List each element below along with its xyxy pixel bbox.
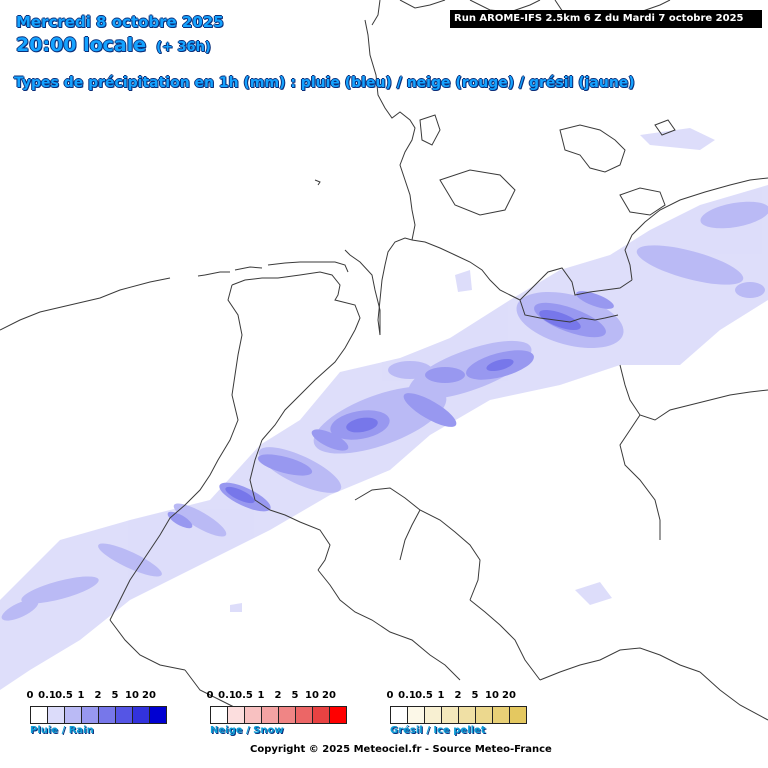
legend-rain-ticks: 0 0.1 0.5 1 2 5 10 20 [26,690,166,704]
legend-rain-tick: 10 [125,690,139,701]
legend-snow-tick: 2 [274,690,282,701]
legend-rain: 0 0.1 0.5 1 2 5 10 20 Pluie / Rain [26,690,167,736]
legend-ice-tick: 0.1 [398,690,416,701]
legend-rain-tick: 0.5 [55,690,73,701]
legend-snow-tick: 0.5 [235,690,253,701]
forecast-time-line: 20:00 locale (+ 36h) [16,34,211,56]
legend-rain-label: Pluie / Rain [30,725,94,736]
legend-ice-tick: 10 [485,690,499,701]
legend-snow-tick: 10 [305,690,319,701]
precipitation-layer [0,128,768,690]
legend-ice-swatch [509,706,527,724]
legend-ice-swatch [458,706,476,724]
legend-ice-tick: 5 [471,690,479,701]
legend-snow-label: Neige / Snow [210,725,284,736]
legend-ice-swatch [390,706,408,724]
legend-rain-scale [30,706,167,724]
coastlines-and-borders [0,0,768,721]
legend-rain-tick: 5 [111,690,119,701]
legend-snow-swatch [244,706,262,724]
legend-snow-tick: 0 [206,690,214,701]
legend-snow: 0 0.1 0.5 1 2 5 10 20 Neige / Snow [206,690,347,736]
legend-ice-swatch [492,706,510,724]
legend-rain-tick: 0.1 [38,690,56,701]
forecast-date: Mercredi 8 octobre 2025 [16,13,224,31]
legend-rain-tick: 2 [94,690,102,701]
map-subtitle: Types de précipitation en 1h (mm) : plui… [14,75,635,91]
legend-ice-swatch [424,706,442,724]
forecast-time: 20:00 locale [16,34,147,56]
legend-ice-ticks: 0 0.1 0.5 1 2 5 10 20 [386,690,526,704]
legend-rain-swatch [30,706,48,724]
islands [197,179,321,277]
legend-ice-swatch [475,706,493,724]
legend-ice-tick: 2 [454,690,462,701]
legend-rain-swatch [64,706,82,724]
legend-snow-swatch [295,706,313,724]
legend-ice-swatch [441,706,459,724]
legend-rain-swatch [98,706,116,724]
legend-snow-swatch [278,706,296,724]
legend-ice-tick: 20 [502,690,516,701]
legend-ice-tick: 0 [386,690,394,701]
legend-rain-swatch [149,706,167,724]
legend-snow-tick: 5 [291,690,299,701]
legend-snow-swatch [329,706,347,724]
legend-snow-scale [210,706,347,724]
legend-ice-tick: 1 [437,690,445,701]
legend-rain-tick: 20 [142,690,156,701]
legend-snow-tick: 0.1 [218,690,236,701]
legend-snow-tick: 20 [322,690,336,701]
legend-snow-swatch [312,706,330,724]
legend-ice-tick: 0.5 [415,690,433,701]
legend-rain-swatch [81,706,99,724]
legend-snow-tick: 1 [257,690,265,701]
legend-snow-swatch [227,706,245,724]
legend-snow-ticks: 0 0.1 0.5 1 2 5 10 20 [206,690,346,704]
legend-rain-swatch [47,706,65,724]
legend-snow-swatch [261,706,279,724]
legend-rain-tick: 0 [26,690,34,701]
legend-ice-swatch [407,706,425,724]
forecast-offset: (+ 36h) [156,40,211,55]
copyright-notice: Copyright © 2025 Meteociel.fr - Source M… [250,744,552,755]
legend-ice-scale [390,706,527,724]
model-run-label: Run AROME-IFS 2.5km 6 Z du Mardi 7 octob… [450,10,762,28]
legend-ice: 0 0.1 0.5 1 2 5 10 20 Grésil / Ice pellet [386,690,527,736]
legend-snow-swatch [210,706,228,724]
legend-rain-tick: 1 [77,690,85,701]
legend-rain-swatch [132,706,150,724]
legend-ice-label: Grésil / Ice pellet [390,725,486,736]
legend-rain-swatch [115,706,133,724]
